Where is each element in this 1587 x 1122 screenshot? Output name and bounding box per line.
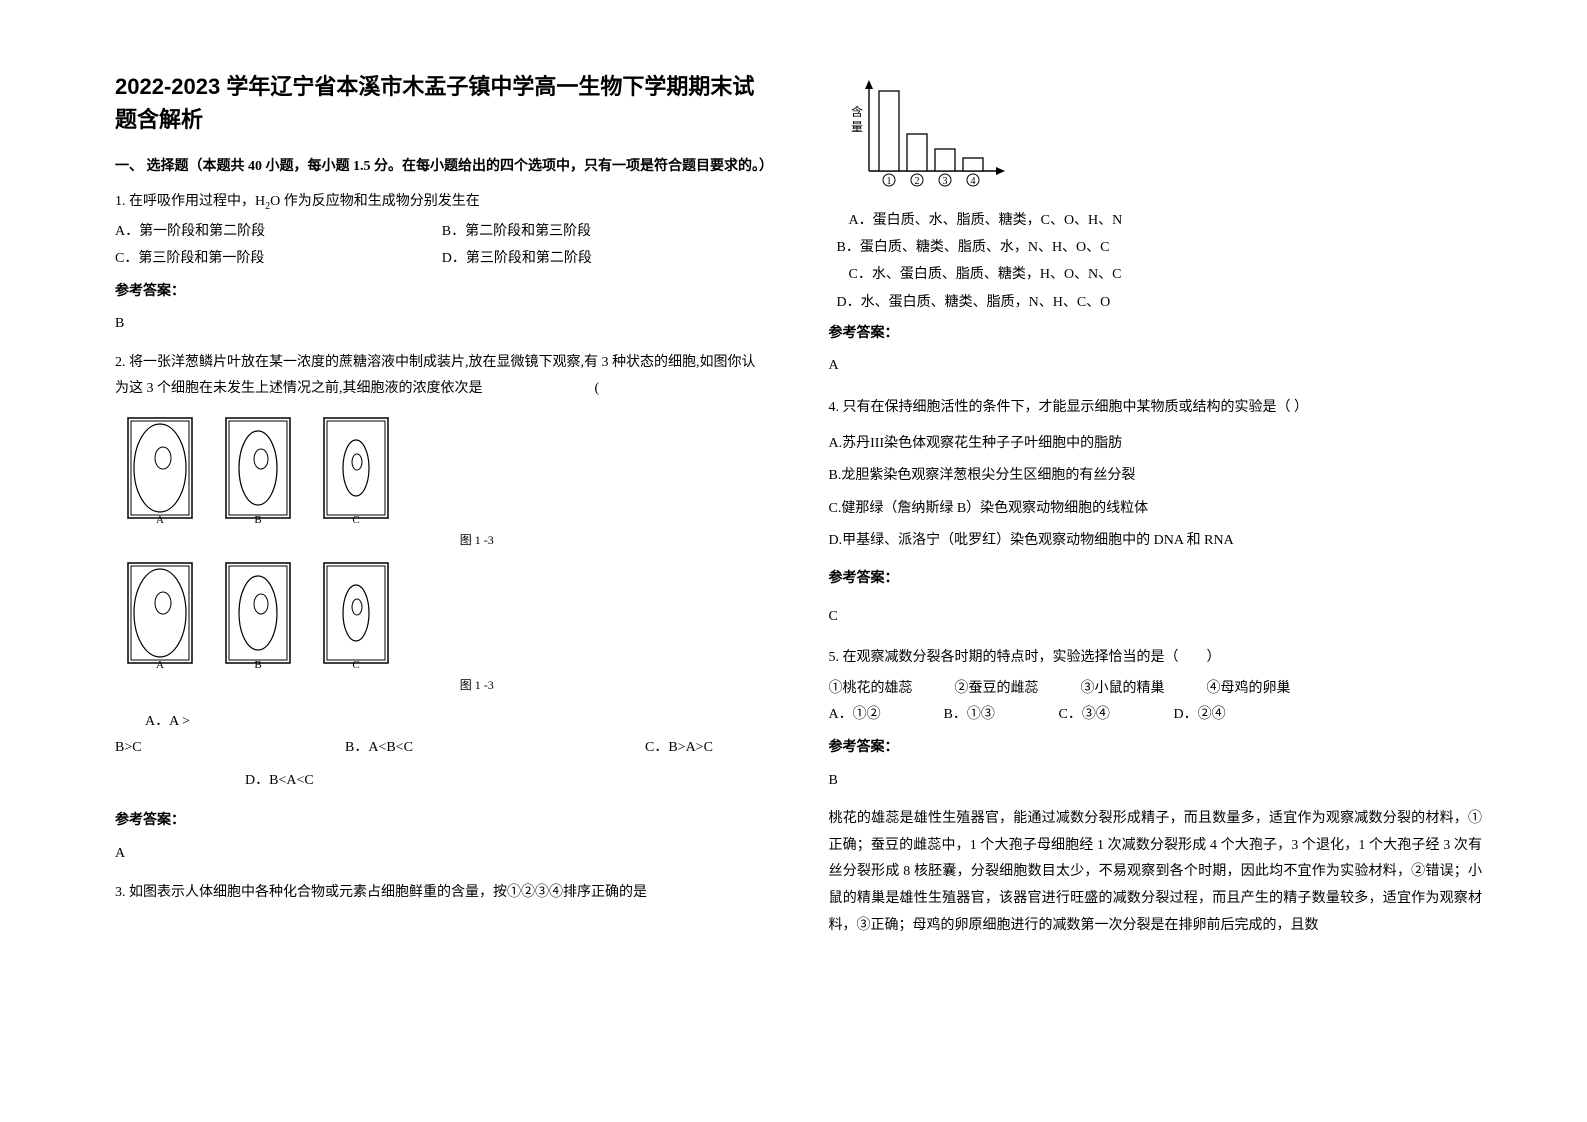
q2-figure: A B C 图 1 -3 <box>115 415 769 697</box>
cell-b2-icon: B <box>223 560 293 670</box>
svg-text:2: 2 <box>914 176 919 187</box>
cell-a2-icon: A <box>125 560 195 670</box>
question-1: 1. 在呼吸作用过程中，H2O 作为反应物和生成物分别发生在 A．第一阶段和第二… <box>115 189 769 338</box>
q2-figure-caption2: 图 1 -3 <box>185 674 769 697</box>
q4-opt-a: A.苏丹III染色体观察花生种子子叶细胞中的脂肪 <box>829 428 1483 460</box>
q1-options: A．第一阶段和第二阶段 B．第二阶段和第三阶段 C．第三阶段和第一阶段 D．第三… <box>115 219 769 272</box>
cell-c2-icon: C <box>321 560 391 670</box>
q5-stem4: ④母鸡的卵巢 <box>1207 676 1291 703</box>
q2-text: 2. 将一张洋葱鳞片叶放在某一浓度的蔗糖溶液中制成装片,放在显微镜下观察,有 3… <box>115 350 769 403</box>
q5-answer: B <box>829 768 1483 795</box>
svg-text:1: 1 <box>886 176 891 187</box>
svg-text:量: 量 <box>851 120 863 134</box>
cell-a-icon: A <box>125 415 195 525</box>
q2-opt-d: D．B<A<C <box>245 768 769 795</box>
q3-answer-label: 参考答案： <box>829 321 1483 348</box>
q1-opt-b: B．第二阶段和第三阶段 <box>442 219 769 246</box>
q4-opt-b: B.龙胆紫染色观察洋葱根尖分生区细胞的有丝分裂 <box>829 460 1483 492</box>
q2-opt-c: C．B>A>C <box>645 735 769 762</box>
question-3-stem: 3. 如图表示人体细胞中各种化合物或元素占细胞鲜重的含量，按①②③④排序正确的是 <box>115 880 769 907</box>
q5-text: 5. 在观察减数分裂各时期的特点时，实验选择恰当的是（ ） <box>829 645 1483 672</box>
q5-stem1: ①桃花的雄蕊 <box>829 676 913 703</box>
section-heading: 一、 选择题（本题共 40 小题，每小题 1.5 分。在每小题给出的四个选项中，… <box>115 154 769 181</box>
question-2: 2. 将一张洋葱鳞片叶放在某一浓度的蔗糖溶液中制成装片,放在显微镜下观察,有 3… <box>115 350 769 868</box>
cell-b-icon: B <box>223 415 293 525</box>
svg-text:3: 3 <box>942 176 947 187</box>
svg-text:C: C <box>352 659 359 670</box>
q2-opt-b: B．A<B<C <box>345 735 645 762</box>
q1-opt-a: A．第一阶段和第二阶段 <box>115 219 442 246</box>
q5-options: A．①② B．①③ C．③④ D．②④ <box>829 702 1289 729</box>
q4-text: 4. 只有在保持细胞活性的条件下，才能显示细胞中某物质或结构的实验是（ ） <box>829 392 1483 424</box>
q3-answer: A <box>829 353 1483 380</box>
q5-stems: ①桃花的雄蕊 ②蚕豆的雌蕊 ③小鼠的精巢 ④母鸡的卵巢 <box>829 676 1483 703</box>
q3-opt-c: C．水、蛋白质、脂质、糖类，H、O、N、C <box>849 262 1483 287</box>
cell-c-icon: C <box>321 415 391 525</box>
q2-figure-row1: A B C <box>125 415 769 525</box>
q2-figure-row2: A B C <box>125 560 769 670</box>
q1-answer: B <box>115 311 769 338</box>
page-title: 2022-2023 学年辽宁省本溪市木盂子镇中学高一生物下学期期末试题含解析 <box>115 70 769 136</box>
q3-text: 3. 如图表示人体细胞中各种化合物或元素占细胞鲜重的含量，按①②③④排序正确的是 <box>115 880 769 907</box>
svg-text:含: 含 <box>851 104 863 119</box>
question-3-opts: A．蛋白质、水、脂质、糖类，C、O、H、N B．蛋白质、糖类、脂质、水，N、H、… <box>829 208 1483 380</box>
q3-opt-b: B．蛋白质、糖类、脂质、水，N、H、O、C <box>837 235 1483 260</box>
q5-opt-a: A．①② <box>829 702 944 729</box>
q1-opt-d: D．第三阶段和第二阶段 <box>442 246 769 273</box>
q2-options-row: B>C B．A<B<C C．B>A>C <box>115 735 769 762</box>
q1-answer-label: 参考答案： <box>115 279 769 306</box>
q1-opt-c: C．第三阶段和第一阶段 <box>115 246 442 273</box>
q4-answer-label: 参考答案： <box>829 563 1483 595</box>
q3-opt-a: A．蛋白质、水、脂质、糖类，C、O、H、N <box>849 208 1483 233</box>
q5-stem2: ②蚕豆的雌蕊 <box>955 676 1039 703</box>
q2-figure-caption1: 图 1 -3 <box>185 529 769 552</box>
q2-answer: A <box>115 841 769 868</box>
svg-text:B: B <box>254 514 261 525</box>
question-5: 5. 在观察减数分裂各时期的特点时，实验选择恰当的是（ ） ①桃花的雄蕊 ②蚕豆… <box>829 645 1483 939</box>
q5-opt-b: B．①③ <box>944 702 1059 729</box>
q4-opt-c: C.健那绿（詹纳斯绿 B）染色观察动物细胞的线粒体 <box>829 493 1483 525</box>
svg-text:4: 4 <box>970 176 975 187</box>
q5-explanation: 桃花的雄蕊是雄性生殖器官，能通过减数分裂形成精子，而且数量多，适宜作为观察减数分… <box>829 806 1483 939</box>
svg-text:C: C <box>352 514 359 525</box>
q4-answer: C <box>829 601 1483 633</box>
q2-answer-label: 参考答案： <box>115 808 769 835</box>
q1-text: 1. 在呼吸作用过程中，H2O 作为反应物和生成物分别发生在 <box>115 189 769 216</box>
q4-opt-d: D.甲基绿、派洛宁（吡罗红）染色观察动物细胞中的 DNA 和 RNA <box>829 525 1483 557</box>
svg-text:B: B <box>254 659 261 670</box>
q5-opt-d: D．②④ <box>1174 702 1289 729</box>
q2-opt-a-pre: A．A > <box>145 709 769 736</box>
question-4: 4. 只有在保持细胞活性的条件下，才能显示细胞中某物质或结构的实验是（ ） A.… <box>829 392 1483 633</box>
q3-bar-chart: 含 量 1 2 3 4 <box>839 76 1483 196</box>
q3-opt-d: D．水、蛋白质、糖类、脂质，N、H、C、O <box>837 290 1483 315</box>
q2-opt-a-post: B>C <box>115 735 345 762</box>
q5-stem3: ③小鼠的精巢 <box>1081 676 1165 703</box>
q5-answer-label: 参考答案： <box>829 735 1483 762</box>
svg-text:A: A <box>156 659 164 670</box>
svg-text:A: A <box>156 514 164 525</box>
q5-opt-c: C．③④ <box>1059 702 1174 729</box>
